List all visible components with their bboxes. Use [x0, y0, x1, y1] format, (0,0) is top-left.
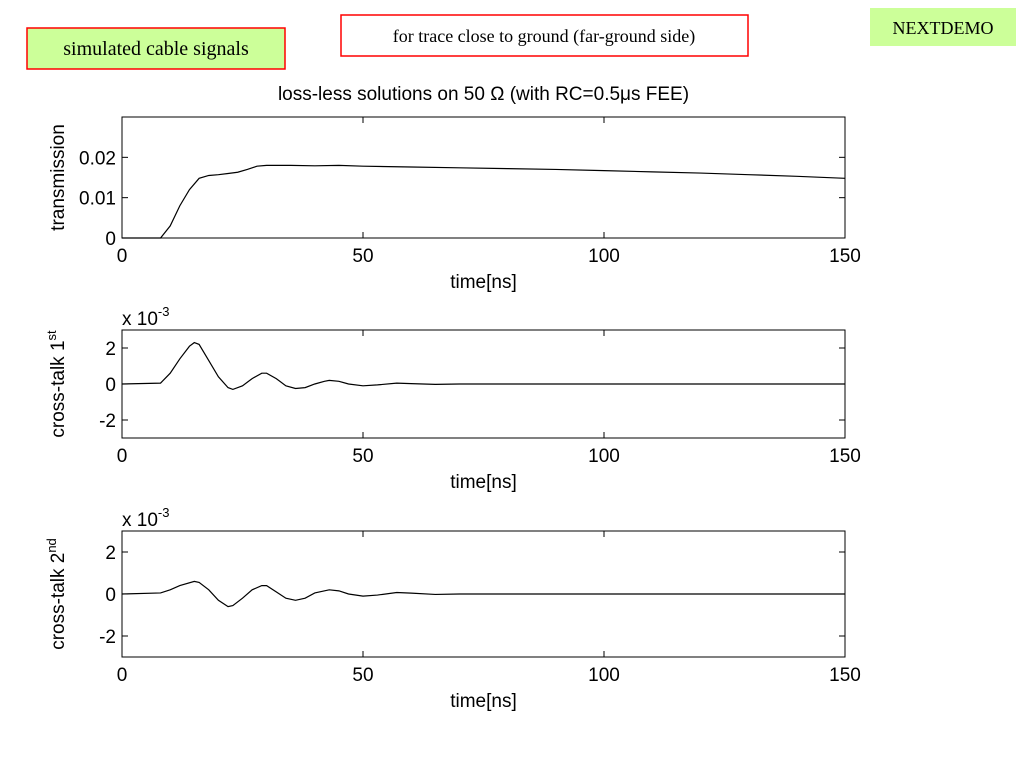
x-axis-label: time[ns]	[450, 691, 517, 712]
y-tick-label: 2	[105, 339, 116, 360]
scale-label-base: x 10	[122, 510, 158, 531]
x-tick-label: 50	[352, 665, 373, 686]
x-tick-label: 150	[829, 446, 861, 467]
slide-tag: NEXTDEMO	[893, 18, 994, 38]
y-axis-label: cross-talk 1st	[44, 330, 69, 438]
y-tick-label: 0	[105, 585, 116, 606]
y-axis-label-superscript: nd	[44, 538, 59, 552]
x-tick-label: 100	[588, 446, 620, 467]
tag-box	[870, 8, 1016, 46]
x-tick-label: 50	[352, 246, 373, 267]
scale-label-exponent: -3	[158, 505, 170, 520]
slide-label: simulated cable signals	[63, 38, 249, 60]
x-tick-label: 150	[829, 665, 861, 686]
y-tick-label: 0	[105, 375, 116, 396]
scale-label-base: x 10	[122, 309, 158, 330]
y-axis-label: transmission	[48, 124, 69, 231]
x-tick-label: 0	[117, 246, 128, 267]
y-tick-label: -2	[99, 411, 116, 432]
x-tick-label: 0	[117, 665, 128, 686]
y-tick-label: -2	[99, 627, 116, 648]
y-tick-label: 0.01	[79, 189, 116, 210]
signal-line	[121, 341, 845, 391]
y-axis-label: cross-talk 2nd	[44, 538, 69, 650]
x-axis-label: time[ns]	[450, 472, 517, 493]
y-axis-label-main: cross-talk 2	[48, 553, 69, 650]
scale-label: x 10-3	[122, 505, 169, 531]
x-tick-label: 100	[588, 246, 620, 267]
label-box	[26, 27, 286, 70]
note-box	[340, 14, 749, 57]
x-axis-label: time[ns]	[450, 272, 517, 293]
signal-line	[122, 164, 846, 239]
y-axis-label-main: transmission	[48, 124, 69, 231]
x-tick-label: 50	[352, 446, 373, 467]
signal-line	[121, 580, 845, 608]
slide-note: for trace close to ground (far-ground si…	[393, 26, 696, 47]
x-tick-label: 0	[117, 446, 128, 467]
chart-title: loss-less solutions on 50 Ω (with RC=0.5…	[278, 84, 689, 105]
plot-frame	[121, 116, 846, 239]
x-tick-label: 150	[829, 246, 861, 267]
y-tick-label: 0.02	[79, 148, 116, 169]
scale-label: x 10-3	[122, 304, 169, 330]
y-axis-label-main: cross-talk 1	[48, 340, 69, 437]
x-tick-label: 100	[588, 665, 620, 686]
y-tick-label: 0	[105, 229, 116, 250]
y-tick-label: 2	[105, 543, 116, 564]
y-axis-label-superscript: st	[44, 330, 59, 341]
scale-label-exponent: -3	[158, 304, 170, 319]
